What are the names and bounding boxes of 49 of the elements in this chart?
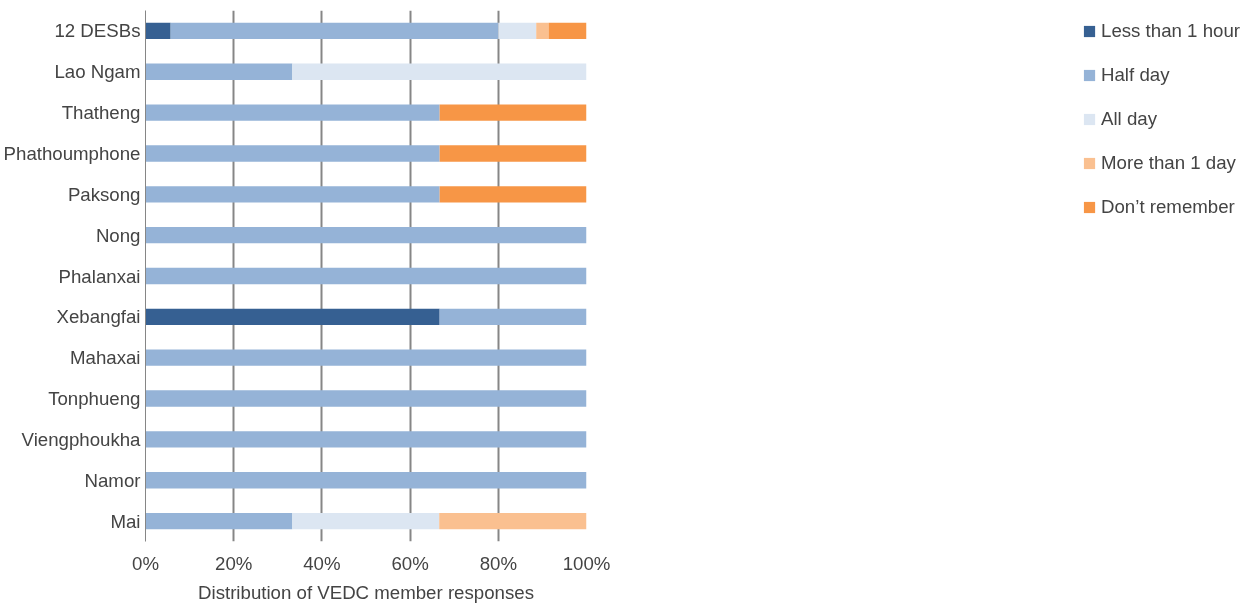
bar [145, 63, 293, 80]
bar [145, 512, 293, 530]
bar [439, 512, 587, 530]
y-tick-label: Paksong [67, 183, 141, 205]
bar [439, 186, 587, 203]
bar [145, 472, 587, 489]
y-tick-label: Phathoumphone [3, 142, 141, 164]
y-tick-label: Thatheng [61, 102, 141, 124]
y-tick-label: Xebangfai [56, 306, 141, 328]
bar [145, 226, 587, 244]
y-tick-label: Mai [110, 510, 141, 532]
x-tick-label: 60% [391, 552, 429, 574]
x-axis-title: Distribution of VEDC member responses [198, 581, 534, 603]
legend-label: More than 1 day [1101, 152, 1236, 174]
x-tick-label: 40% [303, 552, 341, 574]
bar [145, 104, 440, 121]
bar [145, 390, 587, 407]
x-tick-label: 100% [562, 552, 611, 574]
bar [170, 22, 499, 40]
bar [292, 63, 587, 80]
y-tick-label: 12 DESBs [54, 20, 141, 42]
bar [145, 267, 587, 285]
bar [145, 186, 440, 203]
bar [145, 431, 587, 448]
bar [439, 104, 587, 121]
legend-label: All day [1101, 108, 1158, 130]
x-tick-label: 20% [215, 552, 253, 574]
y-tick-label: Phalanxai [58, 265, 141, 287]
legend-label: Less than 1 hour [1101, 20, 1240, 42]
bar [439, 145, 587, 162]
y-tick-label: Nong [95, 224, 141, 246]
y-tick-label: Tonphueng [48, 388, 141, 410]
bar [439, 308, 587, 326]
bar [145, 308, 440, 326]
bar [536, 22, 549, 40]
legend-label: Half day [1101, 64, 1170, 86]
x-tick-label: 0% [132, 552, 159, 574]
y-tick-label: Viengphoukha [21, 428, 142, 450]
y-tick-label: Namor [84, 469, 141, 491]
y-tick-label: Mahaxai [69, 347, 141, 369]
x-tick-label: 80% [479, 552, 517, 574]
y-tick-label: Lao Ngam [54, 61, 141, 83]
legend-label: Don’t remember [1101, 196, 1235, 218]
bar [498, 22, 537, 40]
bar [292, 512, 440, 530]
bar [145, 145, 440, 162]
bar [145, 22, 171, 40]
bar [548, 22, 587, 40]
bar [145, 349, 587, 366]
